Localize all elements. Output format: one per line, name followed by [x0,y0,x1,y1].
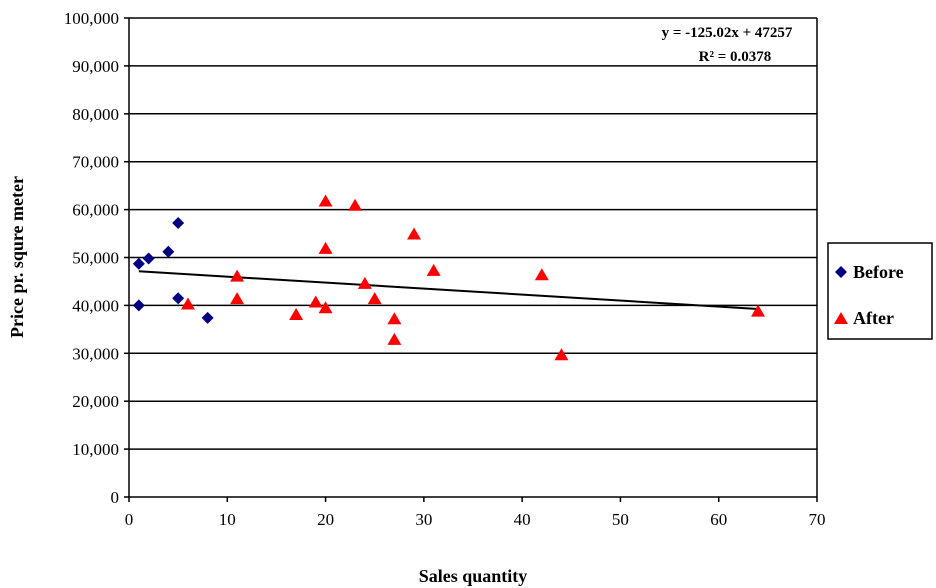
before-point [132,257,145,270]
after-point [407,227,422,240]
x-tick-label: 50 [612,510,629,529]
before-point [172,217,185,230]
after-point [387,332,402,345]
after-point [318,194,333,207]
after-point [230,269,245,282]
after-point [554,348,569,361]
y-tick-label: 40,000 [72,296,119,315]
x-tick-label: 10 [219,510,236,529]
y-tick-label: 70,000 [72,153,119,172]
after-point [751,304,766,317]
after-point [426,263,441,276]
y-tick-label: 0 [111,488,120,507]
trendline-equation: y = -125.02x + 47257 [662,25,793,41]
y-tick-label: 90,000 [72,57,119,76]
after-point [180,297,195,310]
x-tick-label: 30 [415,510,432,529]
x-tick-label: 60 [710,510,727,529]
y-tick-label: 80,000 [72,105,119,124]
y-axis-ticks: 0 10,000 20,000 30,000 40,000 50,000 60,000 70,… [64,9,129,507]
after-point [357,276,372,289]
after-point [348,198,363,211]
before-point [132,299,145,312]
x-axis-ticks: 0 10 20 30 40 50 60 70 [125,497,826,529]
before-point [162,245,175,258]
legend-label-after: After [853,308,894,328]
x-axis-title: Sales quantity [419,566,528,586]
y-axis-title: Price pr. squre meter [7,176,27,338]
after-point [289,307,304,320]
y-tick-label: 20,000 [72,392,119,411]
legend-marker-before [835,266,847,278]
legend-label-before: Before [853,262,904,282]
y-tick-label: 60,000 [72,201,119,220]
before-point [142,252,155,265]
after-point [308,295,323,308]
before-point [201,311,214,324]
trendline [138,270,759,310]
x-tick-label: 20 [317,510,334,529]
x-tick-label: 70 [809,510,826,529]
y-tick-label: 100,000 [64,9,119,28]
y-tick-label: 30,000 [72,344,119,363]
after-point [318,241,333,254]
y-tick-label: 50,000 [72,249,119,268]
legend: Before After [827,242,933,340]
data-points [132,194,766,361]
legend-marker-after [834,312,848,324]
x-tick-label: 40 [514,510,531,529]
r-squared-label: R² = 0.0378 [699,49,772,65]
y-tick-label: 10,000 [72,440,119,459]
after-point [230,292,245,305]
before-point [172,292,185,305]
after-point [534,268,549,281]
gridlines [129,17,817,450]
after-point [318,301,333,314]
x-tick-label: 0 [125,510,134,529]
after-point [367,292,382,305]
after-point [387,312,402,325]
